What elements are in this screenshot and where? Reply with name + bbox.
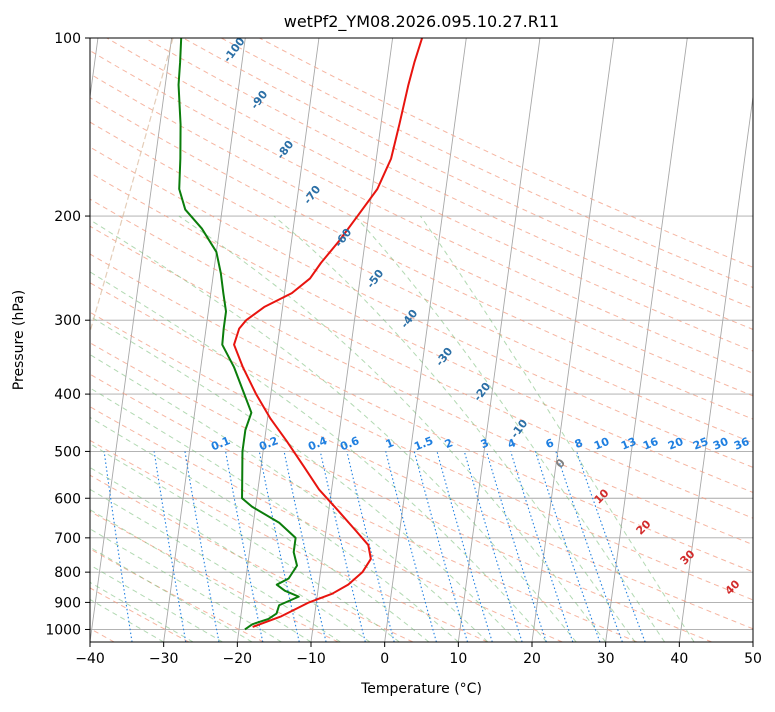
mixing-ratio-label: 25	[691, 435, 710, 453]
x-tick-label: 40	[670, 651, 688, 667]
dry-adiabat	[90, 73, 753, 397]
moist-adiabat	[178, 215, 607, 642]
dry-adiabat	[90, 439, 488, 642]
mixing-ratio-label: 20	[666, 435, 685, 453]
temperature-profile	[233, 38, 424, 628]
mixing-ratio-line	[534, 451, 601, 642]
moist-adiabat	[90, 466, 371, 642]
x-tick-label: −20	[223, 651, 253, 667]
moist-adiabat	[90, 546, 253, 642]
x-tick-label: −40	[75, 651, 105, 667]
moist-adiabat	[420, 215, 695, 642]
mixing-ratio-line	[319, 451, 366, 642]
mixing-ratio-label: 30	[711, 435, 730, 453]
mixing-ratio-line	[346, 451, 395, 642]
y-tick-label: 600	[54, 491, 81, 507]
y-tick-label: 300	[54, 313, 81, 329]
dry-adiabat	[90, 97, 753, 420]
mixing-ratio-label: 13	[619, 435, 638, 453]
dry-adiabat	[90, 510, 339, 642]
dry-adiabat	[90, 225, 753, 546]
mixing-ratio-line	[385, 451, 437, 642]
y-axis-label: Pressure (hPa)	[11, 290, 27, 390]
dry-adiabat	[90, 342, 712, 642]
isotherm-line	[236, 38, 320, 642]
mixing-ratio-label: 8	[573, 436, 585, 451]
plot-frame	[89, 37, 754, 643]
x-tick-label: −30	[149, 651, 179, 667]
reference-curve	[90, 38, 174, 334]
dry-adiabat	[90, 146, 753, 468]
x-tick-label: 30	[597, 651, 615, 667]
isotherm-line	[605, 38, 688, 642]
mixing-ratio-line	[283, 451, 327, 642]
mixing-ratio-line	[463, 451, 523, 642]
x-tick-label: 20	[523, 651, 541, 667]
moist-adiabat	[90, 443, 400, 642]
mixing-ratio-line	[510, 451, 574, 642]
x-tick-label: 10	[449, 651, 467, 667]
mixing-ratio-line	[436, 451, 493, 642]
x-tick-label: 0	[380, 651, 389, 667]
dry-adiabat	[90, 311, 753, 630]
y-tick-label: 700	[54, 531, 81, 547]
chart-title: wetPf2_YM08.2026.095.10.27.R11	[284, 12, 559, 32]
moist-adiabat	[90, 354, 489, 642]
y-tick-label: 1000	[45, 622, 81, 638]
y-tick-label: 400	[54, 387, 81, 403]
y-tick-label: 800	[54, 565, 81, 581]
isotherm-line	[457, 38, 541, 642]
mixing-ratio-label: 3	[479, 436, 491, 451]
mixing-ratio-label: 2	[443, 436, 455, 451]
dry-adiabat	[90, 253, 753, 573]
mixing-ratio-line	[153, 451, 187, 642]
y-tick-label: 500	[54, 444, 81, 460]
moist-adiabat	[90, 219, 577, 642]
moist-adiabat	[90, 598, 164, 642]
mixing-ratio-line	[258, 451, 300, 642]
dry-adiabat	[90, 548, 264, 642]
x-tick-label: 50	[744, 651, 762, 667]
dry-adiabat	[221, 38, 753, 289]
mixing-ratio-line	[555, 451, 623, 642]
moist-adiabat	[90, 564, 223, 642]
moist-adiabat	[90, 488, 341, 642]
dry-adiabat	[90, 406, 563, 642]
moist-adiabat	[90, 528, 282, 642]
moist-adiabat	[90, 581, 194, 642]
mixing-ratio-line	[485, 451, 547, 642]
y-tick-label: 900	[54, 595, 81, 611]
moist-adiabat	[90, 315, 518, 642]
mixing-ratio-line	[413, 451, 469, 642]
moist-adiabat	[90, 387, 459, 642]
isotherm-line	[90, 38, 173, 642]
isotherm-line	[384, 38, 467, 642]
dewpoint-profile	[177, 38, 300, 631]
mixing-ratio-line	[103, 451, 133, 642]
x-axis-label: Temperature (°C)	[360, 681, 482, 697]
dry-adiabat	[90, 198, 753, 519]
mixing-ratio-label: 10	[592, 435, 611, 453]
x-tick-label: −10	[296, 651, 326, 667]
isotherm-line	[531, 38, 615, 642]
isotherm-line	[678, 93, 753, 642]
y-tick-label: 100	[54, 31, 81, 47]
mixing-ratio-label: 16	[641, 435, 660, 453]
mixing-ratio-line	[576, 451, 646, 642]
moist-adiabat	[273, 215, 636, 642]
mixing-ratio-label: 36	[732, 435, 751, 453]
y-tick-label: 200	[54, 209, 81, 225]
dry-adiabat	[182, 38, 753, 309]
dry-adiabat	[106, 38, 753, 352]
mixing-ratio-label: 1	[384, 436, 396, 451]
